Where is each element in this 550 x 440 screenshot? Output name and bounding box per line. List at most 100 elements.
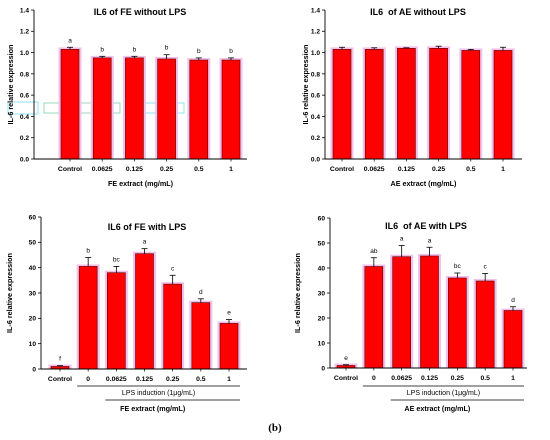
x-tick-label: 0.5 bbox=[480, 375, 490, 382]
x-tick-label: 0.25 bbox=[451, 375, 464, 382]
y-tick-label: 10 bbox=[29, 341, 37, 348]
bar bbox=[107, 272, 126, 370]
x-axis-label: FE extract (mg/mL) bbox=[108, 179, 174, 188]
y-tick-label: 30 bbox=[318, 290, 326, 297]
y-tick-label: 1.2 bbox=[311, 29, 320, 36]
significance-letter: b bbox=[86, 248, 90, 255]
y-tick-label: 0.4 bbox=[20, 114, 29, 121]
x-tick-label: 0.5 bbox=[196, 376, 206, 383]
bar bbox=[219, 323, 239, 370]
bar bbox=[163, 283, 182, 370]
bar bbox=[60, 49, 80, 160]
x-tick-label: 1 bbox=[511, 375, 515, 382]
y-axis-label: IL-6 relative expression bbox=[6, 45, 15, 125]
bar bbox=[364, 49, 384, 160]
bar bbox=[189, 59, 209, 160]
chart-title: IL6 of FE without LPS bbox=[94, 7, 187, 17]
significance-letter: b bbox=[197, 48, 201, 55]
y-tick-label: 10 bbox=[318, 340, 326, 347]
x-tick-label: 0.125 bbox=[136, 376, 153, 383]
significance-letter: b bbox=[165, 45, 169, 52]
y-tick-label: 40 bbox=[29, 265, 37, 272]
x-axis-label: AE extract (mg/mL) bbox=[404, 404, 471, 413]
bar bbox=[420, 255, 439, 369]
y-tick-label: 50 bbox=[29, 240, 37, 247]
x-tick-label: 0.125 bbox=[126, 166, 143, 173]
chart-title: IL6 of AE without LPS bbox=[370, 7, 466, 17]
selection-artifact bbox=[43, 102, 121, 114]
y-tick-label: 1.4 bbox=[311, 7, 320, 14]
x-tick-label: 1 bbox=[229, 166, 233, 173]
chart-panel-4: eControlab0a0.0625a0.125bc0.25c0.5d10102… bbox=[293, 215, 527, 413]
x-tick-label: Control bbox=[330, 166, 354, 173]
x-axis-label: FE extract (mg/mL) bbox=[120, 404, 186, 413]
x-tick-label: Control bbox=[58, 166, 82, 173]
significance-letter: e bbox=[227, 310, 231, 317]
selection-artifact bbox=[7, 101, 39, 115]
y-tick-label: 20 bbox=[29, 316, 37, 323]
significance-letter: ab bbox=[370, 248, 378, 255]
y-tick-label: 0.8 bbox=[311, 71, 320, 78]
bar bbox=[461, 50, 481, 160]
significance-letter: d bbox=[511, 297, 515, 304]
y-tick-label: 0.0 bbox=[311, 156, 320, 163]
chart-panel-3: fControlb0bc0.0625a0.125c0.25d0.5e101020… bbox=[5, 214, 247, 413]
x-tick-label: 0.0625 bbox=[364, 166, 385, 173]
significance-letter: b bbox=[100, 46, 104, 53]
y-axis-label: IL-6 relative expression bbox=[5, 253, 14, 333]
x-tick-label: 0 bbox=[86, 376, 90, 383]
significance-letter: b bbox=[229, 48, 233, 55]
lps-group-label: LPS induction (1μg/mL) bbox=[122, 390, 195, 397]
significance-letter: a bbox=[68, 37, 72, 44]
y-tick-label: 1.2 bbox=[20, 29, 29, 36]
x-tick-label: 0.25 bbox=[166, 376, 179, 383]
bar bbox=[392, 256, 411, 369]
bar bbox=[493, 50, 513, 160]
bar bbox=[475, 280, 495, 369]
x-tick-label: 0 bbox=[372, 375, 376, 382]
significance-letter: e bbox=[344, 355, 348, 362]
selection-artifacts bbox=[7, 101, 185, 115]
bar bbox=[157, 58, 176, 160]
chart-panel-1: a Control b 0.0625 b 0.125 b 0.25 b 0.5 b 1 0.0 0.2 0.… bbox=[6, 7, 247, 188]
bar bbox=[448, 277, 467, 369]
x-tick-label: 0.125 bbox=[421, 375, 438, 382]
y-tick-label: 0.2 bbox=[20, 135, 29, 142]
bar bbox=[135, 253, 154, 370]
x-tick-label: Control bbox=[48, 376, 72, 383]
chart-title: IL6 of FE with LPS bbox=[108, 222, 187, 232]
x-tick-label: 0.5 bbox=[466, 166, 476, 173]
bar bbox=[364, 266, 384, 369]
bar bbox=[332, 49, 352, 160]
x-tick-label: Control bbox=[334, 375, 358, 382]
y-tick-label: 0.6 bbox=[311, 93, 320, 100]
y-tick-label: 60 bbox=[29, 214, 37, 221]
bar bbox=[503, 310, 523, 369]
y-axis-label: IL-6 relative expression bbox=[301, 45, 310, 125]
x-tick-label: 0.125 bbox=[398, 166, 415, 173]
y-tick-label: 40 bbox=[318, 265, 326, 272]
y-tick-label: 0.6 bbox=[20, 93, 29, 100]
bar bbox=[191, 302, 211, 370]
significance-letter: a bbox=[143, 239, 147, 246]
significance-letter: b bbox=[133, 46, 137, 53]
bar bbox=[125, 57, 144, 160]
x-tick-label: 0.25 bbox=[160, 166, 173, 173]
bar bbox=[397, 48, 416, 160]
y-tick-label: 1.0 bbox=[20, 50, 29, 57]
y-tick-label: 0.8 bbox=[20, 71, 29, 78]
x-tick-label: 1 bbox=[227, 376, 231, 383]
bar bbox=[429, 48, 448, 160]
y-tick-label: 0.4 bbox=[311, 114, 320, 121]
chart-panel-2: Control 0.0625 0.125 0.25 0.5 1 0.0 0.2 0.4 0.6 0.… bbox=[301, 7, 522, 188]
significance-letter: f bbox=[59, 356, 61, 363]
x-tick-label: 0.5 bbox=[194, 166, 204, 173]
significance-letter: bc bbox=[454, 263, 462, 270]
significance-letter: bc bbox=[113, 256, 121, 263]
y-tick-label: 60 bbox=[318, 215, 326, 222]
y-tick-label: 0.2 bbox=[311, 135, 320, 142]
bar bbox=[221, 59, 241, 160]
figure-label: (b) bbox=[268, 422, 282, 434]
y-tick-label: 0 bbox=[321, 365, 325, 372]
